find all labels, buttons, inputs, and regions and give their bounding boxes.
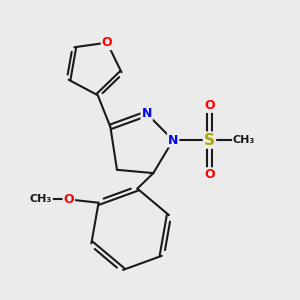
Text: S: S (204, 133, 215, 148)
Text: O: O (64, 193, 74, 206)
Text: CH₃: CH₃ (233, 135, 255, 145)
Text: O: O (204, 99, 215, 112)
Text: O: O (102, 36, 112, 49)
Text: N: N (168, 134, 178, 147)
Text: CH₃: CH₃ (30, 194, 52, 204)
Text: N: N (142, 107, 152, 120)
Text: O: O (204, 168, 215, 181)
